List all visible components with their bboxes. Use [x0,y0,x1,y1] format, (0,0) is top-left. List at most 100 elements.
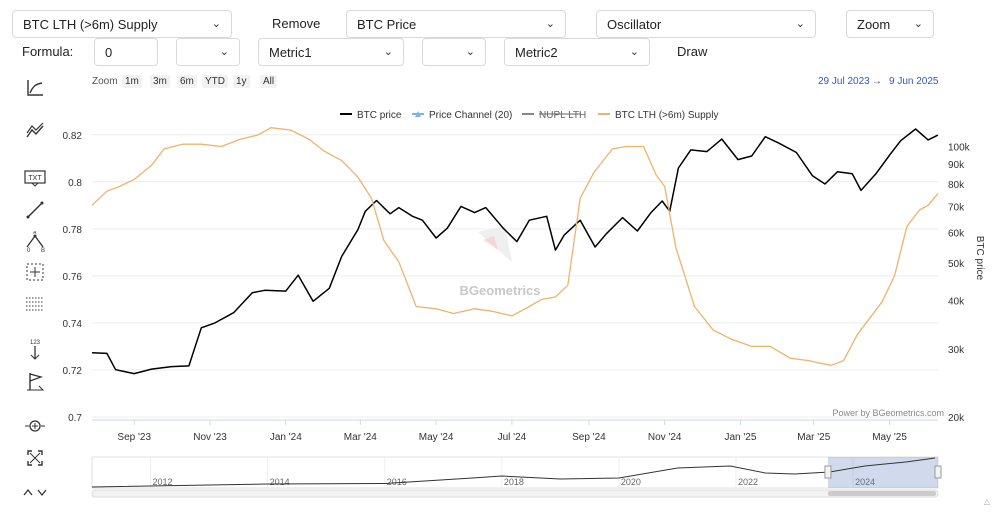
right-tick-label: 100k [948,142,971,153]
series-layer [91,127,939,375]
x-tick-label: Mar '25 [797,432,830,443]
svg-text:B: B [41,248,45,253]
left-tick-label: 0.82 [63,131,83,142]
left-tick-label: 0.78 [63,225,83,236]
range-to-date[interactable]: 9 Jun 2025 [889,76,939,87]
vertical-counter-icon[interactable]: 123 [20,336,50,364]
pattern-icon[interactable] [20,118,50,146]
navigator-scrollbar-thumb [827,491,936,496]
svg-text:123: 123 [30,340,41,346]
chevron-down-icon: ⌄ [545,18,555,30]
crosshair-icon[interactable] [20,258,50,286]
chevron-down-icon: ⌄ [383,46,393,58]
formula-input[interactable]: 0 [94,38,158,66]
range-button-6m[interactable]: 6m [177,75,197,88]
metric1-select[interactable]: Metric1 ⌄ [258,38,404,66]
x-tick-label: Sep '23 [117,432,151,443]
formula-label: Formula: [22,44,74,59]
left-tick-label: 0.7 [68,413,82,424]
navigator-handle-right [934,465,942,479]
right-tick-label: 90k [948,160,965,171]
right-tick-label: 40k [948,296,965,307]
metric2-select-value: Metric2 [515,45,558,60]
right-axis-ticks: 100k 90k 80k 70k 60k 50k 40k 30k 20k [948,142,971,424]
line-draw-icon[interactable] [20,196,50,224]
x-tick-label: Jul '24 [498,432,527,443]
left-tick-label: 0.74 [63,319,83,330]
x-tick-label: May '25 [872,432,907,443]
text-annotation-icon[interactable]: TXT [20,164,50,192]
formula-input-value: 0 [105,45,113,60]
fullscreen-icon[interactable] [20,444,50,472]
metric-select-value: BTC LTH (>6m) Supply [23,17,158,32]
legend: BTC price Price Channel (20) NUPL LTH BTC L… [340,110,718,121]
chevron-down-icon: ⌄ [913,18,923,30]
navigator-handle-left [824,465,832,479]
trend-line-icon[interactable] [20,74,50,102]
navigator-year-label: 2014 [270,477,290,487]
range-from-date[interactable]: 29 Jul 2023 [818,76,870,87]
left-tick-label: 0.76 [63,272,83,283]
operator-select[interactable]: ⌄ [176,38,240,66]
x-tick-label: Jan '24 [270,432,302,443]
credits[interactable]: Power by BGeometrics.com [832,408,944,418]
legend-label: BTC LTH (>6m) Supply [615,110,718,121]
chevron-down-icon: ⌄ [465,46,475,58]
navigator[interactable]: 2012 2014 2016 2018 2020 2022 2024 [91,456,942,498]
chevron-down-icon: ⌄ [629,46,639,58]
draw-button[interactable]: Draw [677,44,708,59]
right-tick-label: 20k [948,413,965,424]
x-axis-ticks: Sep '23 Nov '23 Jan '24 Mar '24 May '24 Jul '… [92,419,938,443]
svg-text:0: 0 [27,248,31,253]
operator2-select[interactable]: ⌄ [422,38,486,66]
drawing-toolbar: TXT 0 B A 123 [14,68,58,512]
series-line-btc-price [91,128,939,375]
navigator-year-label: 2016 [387,477,407,487]
chevron-down-icon: ⌄ [211,18,221,30]
left-axis-ticks: 0.82 0.8 0.78 0.76 0.74 0.72 0.7 [63,131,83,424]
zoom-target-icon[interactable] [20,412,50,440]
metric2-select[interactable]: Metric2 ⌄ [504,38,650,66]
metric-select[interactable]: BTC LTH (>6m) Supply ⌄ [12,10,232,38]
right-tick-label: 30k [948,345,965,356]
grid-measure-icon[interactable] [20,290,50,318]
zoom-select[interactable]: Zoom ⌄ [846,10,934,38]
collapse-icon[interactable] [20,482,50,502]
left-tick-label: 0.8 [68,178,82,189]
chevron-down-icon: ⌄ [219,46,229,58]
price-select[interactable]: BTC Price ⌄ [346,10,566,38]
range-button-ytd[interactable]: YTD [202,75,228,88]
flag-icon[interactable] [20,368,50,396]
range-zoom-label: Zoom [92,76,118,87]
x-tick-label: Jan '25 [725,432,757,443]
legend-label: NUPL LTH [539,110,586,121]
remove-button[interactable]: Remove [272,16,321,31]
navigator-selection [827,457,938,488]
navigator-frame [91,456,939,489]
legend-marker [415,111,421,117]
navigator-year-label: 2018 [504,477,524,487]
right-tick-label: 70k [948,202,965,213]
watermark-text: BGeometrics [460,283,541,298]
range-button-1y[interactable]: 1y [233,75,250,88]
navigator-year-label: 2024 [855,477,875,487]
navigator-year-label: 2020 [621,477,641,487]
right-tick-label: 80k [948,180,965,191]
x-tick-label: Nov '24 [648,432,682,443]
range-arrow: → [872,76,882,87]
x-tick-label: Sep '24 [572,432,606,443]
price-select-value: BTC Price [357,17,417,32]
right-tick-label: 50k [948,259,965,270]
range-button-1m[interactable]: 1m [122,75,142,88]
svg-text:TXT: TXT [28,175,42,182]
right-tick-label: 60k [948,228,965,239]
navigator-year-label: 2022 [738,477,758,487]
oscillator-select[interactable]: Oscillator ⌄ [596,10,816,38]
range-button-3m[interactable]: 3m [150,75,170,88]
watermark: BGeometrics [460,226,541,298]
x-tick-label: Mar '24 [344,432,377,443]
zoom-select-value: Zoom [857,17,891,32]
fibonacci-icon[interactable]: 0 B A [20,228,50,256]
chevron-down-icon: ⌄ [795,18,805,30]
range-button-all[interactable]: All [260,75,278,88]
